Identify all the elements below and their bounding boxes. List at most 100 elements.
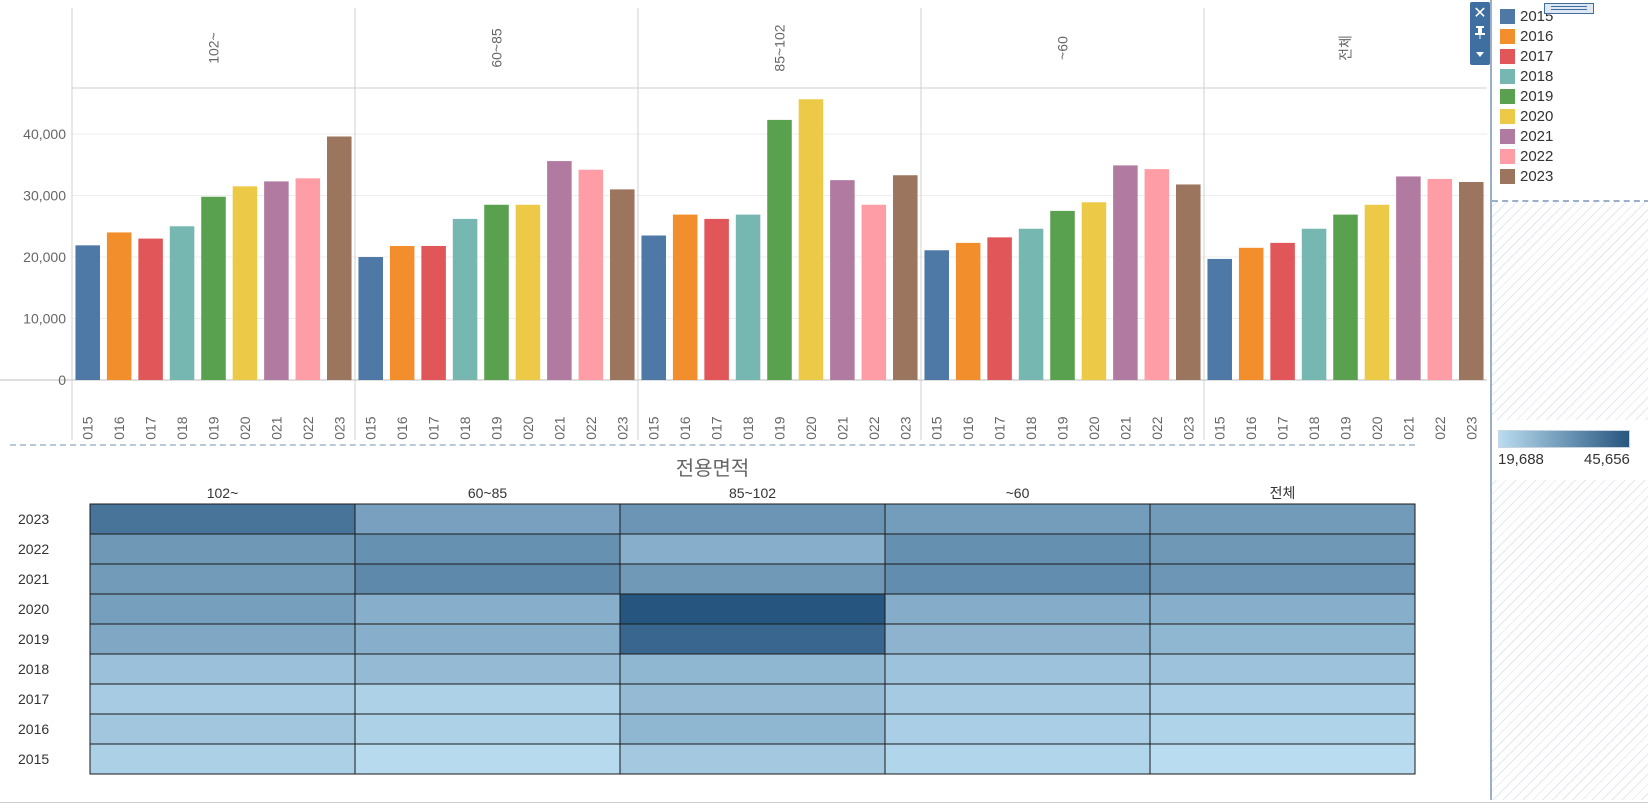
bar[interactable] [201,196,226,380]
heatmap-cell[interactable] [619,653,886,685]
heatmap-cell[interactable] [354,653,621,685]
heatmap-cell[interactable] [354,593,621,625]
bar[interactable] [735,214,761,380]
heatmap-cell[interactable] [89,623,356,655]
bar[interactable] [1018,228,1044,380]
bar[interactable] [1207,258,1232,380]
bar[interactable] [264,181,289,380]
bar[interactable] [1113,165,1138,380]
heatmap-cell[interactable] [89,743,356,775]
heatmap-cell[interactable] [1149,533,1416,565]
heatmap-cell[interactable] [1149,683,1416,715]
bar[interactable] [861,204,887,380]
bar[interactable] [169,226,195,380]
bar[interactable] [547,161,572,380]
bar[interactable] [1270,242,1295,380]
bar[interactable] [1427,178,1453,380]
heatmap-cell[interactable] [884,713,1151,745]
chevron-down-icon[interactable] [1470,44,1490,64]
bar[interactable] [798,99,824,381]
heatmap-cell[interactable] [1149,503,1416,535]
bar[interactable] [295,178,321,380]
bar[interactable] [138,238,163,380]
bar[interactable] [1081,202,1107,380]
bar[interactable] [578,169,604,380]
heatmap-cell[interactable] [619,563,886,595]
bar[interactable] [327,136,352,380]
pin-icon[interactable] [1470,24,1490,44]
bar[interactable] [1238,247,1264,380]
heatmap-cell[interactable] [1149,713,1416,745]
heatmap-cell[interactable] [89,713,356,745]
bar[interactable] [484,204,509,380]
heatmap-cell[interactable] [884,623,1151,655]
legend-item[interactable]: 2017 [1500,46,1553,66]
legend-item[interactable]: 2020 [1500,106,1553,126]
legend-item[interactable]: 2023 [1500,166,1553,186]
bar[interactable] [893,175,918,380]
heatmap-cell[interactable] [354,683,621,715]
heatmap-cell[interactable] [884,563,1151,595]
heatmap-cell[interactable] [89,563,356,595]
bar[interactable] [1396,176,1421,380]
bar[interactable] [75,245,100,380]
heatmap-cell[interactable] [354,623,621,655]
heatmap-cell[interactable] [619,593,886,625]
bar[interactable] [515,204,541,380]
heatmap-cell[interactable] [89,503,356,535]
heatmap-cell[interactable] [354,533,621,565]
bar[interactable] [1333,214,1358,380]
legend-item[interactable]: 2022 [1500,146,1553,166]
heatmap-cell[interactable] [89,653,356,685]
bar[interactable] [389,245,415,380]
bar[interactable] [421,245,446,380]
bar[interactable] [1176,184,1201,380]
heatmap-cell[interactable] [1149,593,1416,625]
legend-item[interactable]: 2018 [1500,66,1553,86]
bar[interactable] [610,189,635,380]
legend-item[interactable]: 2016 [1500,26,1553,46]
bar[interactable] [1459,182,1484,380]
heatmap-cell[interactable] [619,533,886,565]
bar[interactable] [106,232,132,380]
drag-handle[interactable] [1544,3,1594,14]
heatmap-cell[interactable] [884,683,1151,715]
heatmap-cell[interactable] [619,683,886,715]
heatmap-cell[interactable] [619,743,886,775]
bar[interactable] [1364,204,1390,380]
bar[interactable] [641,235,666,381]
heatmap-cell[interactable] [884,653,1151,685]
heatmap-cell[interactable] [619,623,886,655]
heatmap-cell[interactable] [1149,623,1416,655]
bar[interactable] [704,218,729,380]
bar[interactable] [955,242,981,380]
heatmap-cell[interactable] [884,743,1151,775]
bar[interactable] [830,180,855,380]
heatmap-cell[interactable] [354,503,621,535]
heatmap-cell[interactable] [89,533,356,565]
bar[interactable] [987,237,1012,380]
heatmap-cell[interactable] [619,713,886,745]
bar[interactable] [1050,210,1075,380]
heatmap-cell[interactable] [354,743,621,775]
bar[interactable] [452,218,478,380]
bar[interactable] [358,257,383,380]
heatmap-cell[interactable] [884,503,1151,535]
bar[interactable] [1301,228,1327,380]
close-icon[interactable]: ✕ [1473,3,1487,22]
bar[interactable] [232,186,258,380]
bar[interactable] [924,250,949,380]
heatmap-cell[interactable] [1149,653,1416,685]
heatmap-cell[interactable] [1149,563,1416,595]
heatmap-cell[interactable] [89,593,356,625]
bar[interactable] [767,119,792,381]
bar[interactable] [672,214,698,380]
heatmap-cell[interactable] [354,713,621,745]
heatmap-cell[interactable] [354,563,621,595]
heatmap-cell[interactable] [89,683,356,715]
legend-item[interactable]: 2019 [1500,86,1553,106]
heatmap-cell[interactable] [619,503,886,535]
heatmap-cell[interactable] [1149,743,1416,775]
bar[interactable] [1144,169,1170,380]
heatmap-cell[interactable] [884,593,1151,625]
